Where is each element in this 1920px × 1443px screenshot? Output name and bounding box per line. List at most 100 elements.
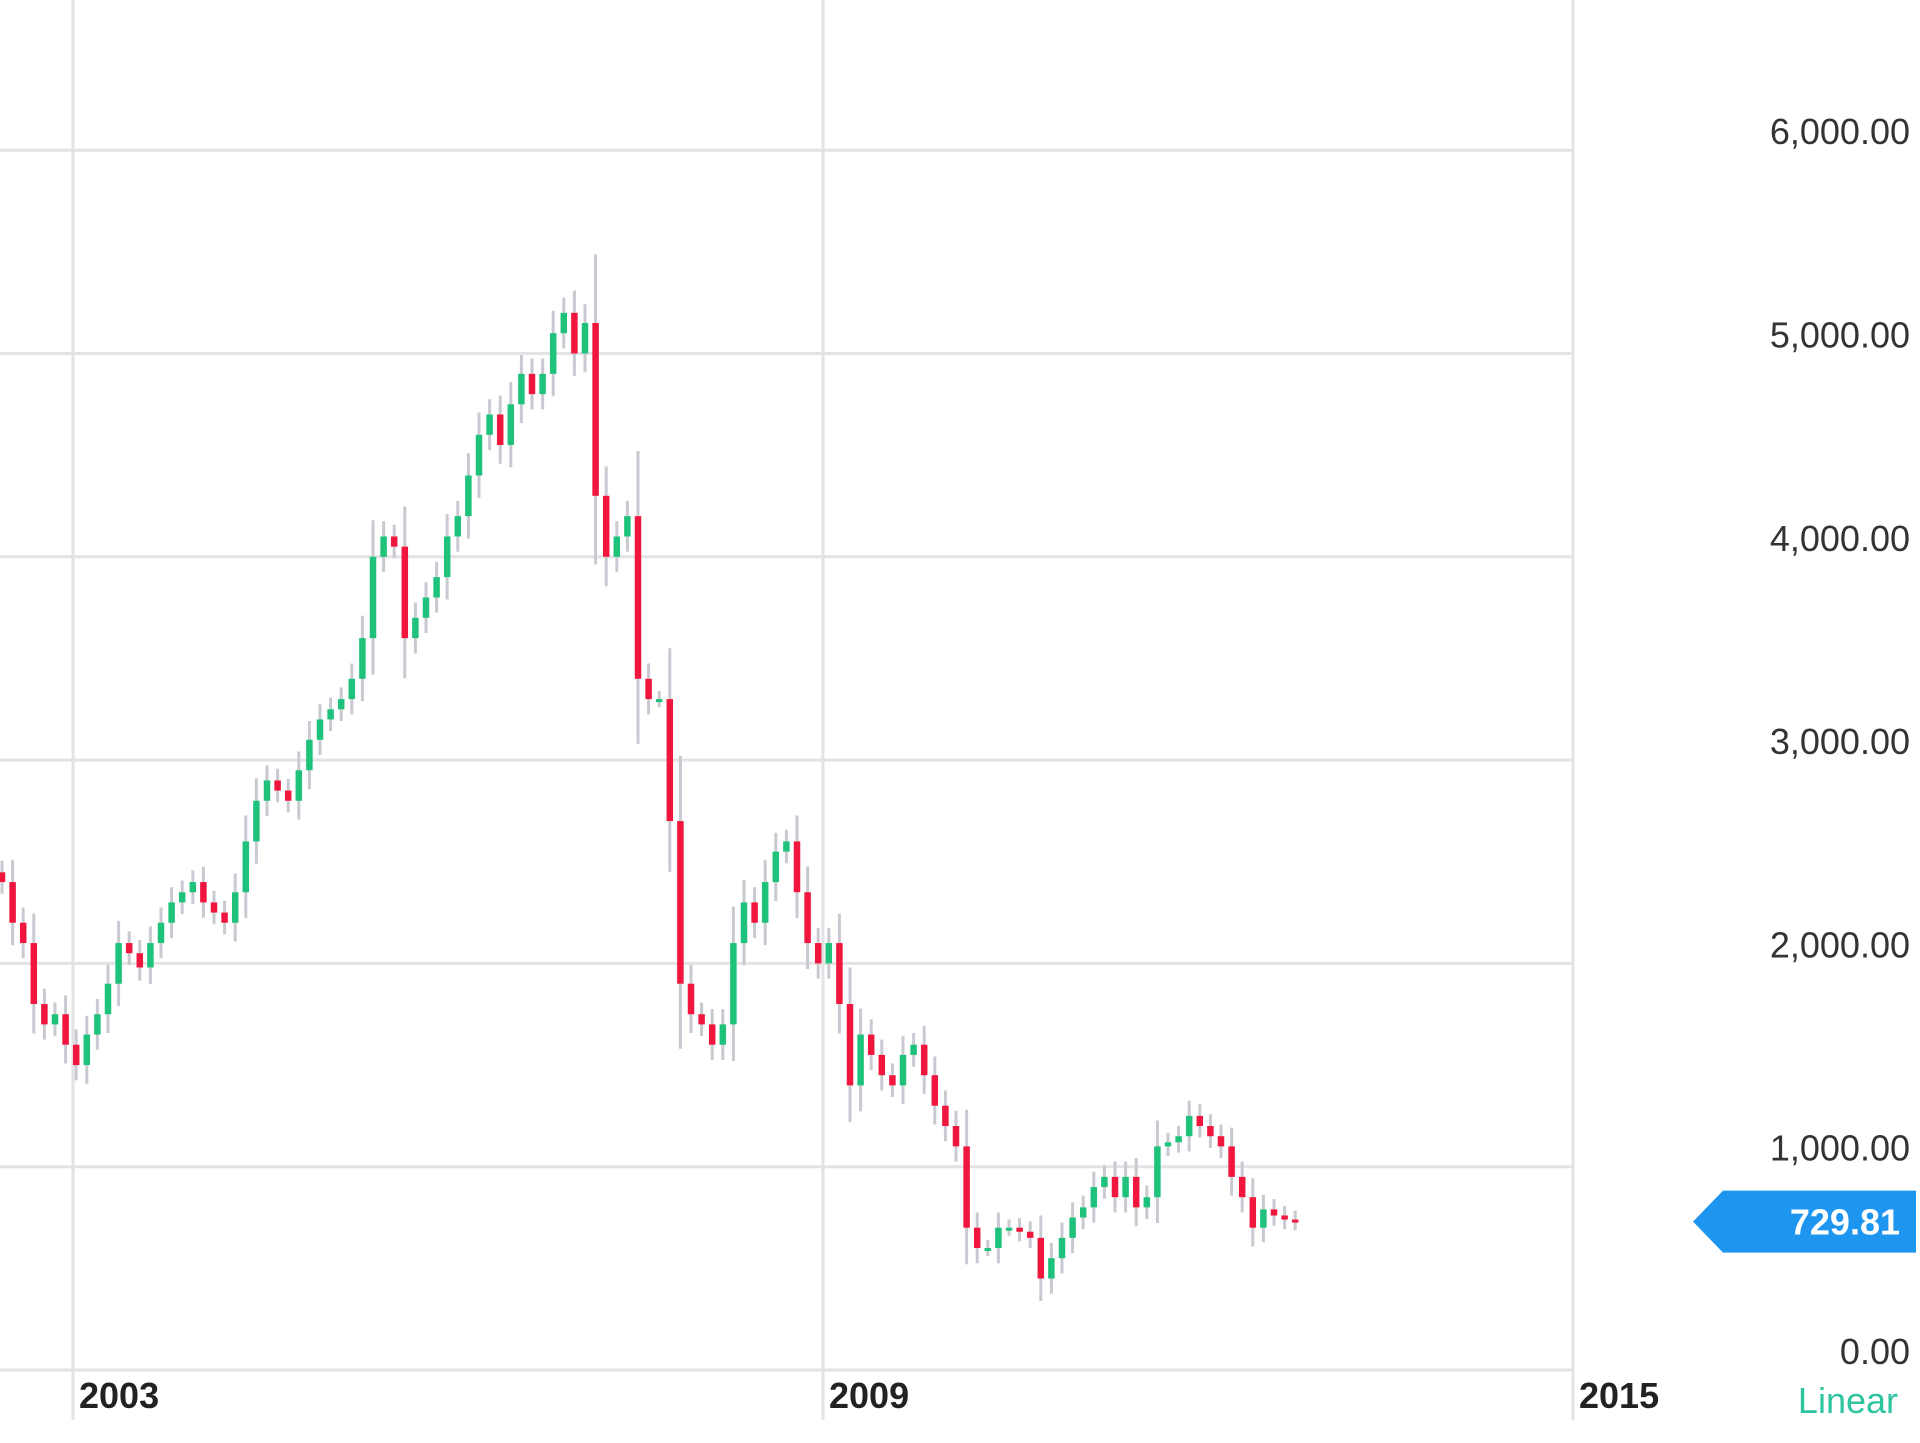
candle-body <box>973 1227 981 1249</box>
candle <box>1281 1205 1288 1230</box>
candle-body <box>984 1248 992 1252</box>
candle <box>995 1212 1002 1264</box>
candle <box>952 1110 960 1162</box>
candle-body <box>316 719 324 740</box>
candle <box>1217 1124 1225 1159</box>
candle-body <box>72 1044 80 1066</box>
candle-body <box>1207 1126 1214 1137</box>
candle-body <box>486 414 493 435</box>
candle-body <box>560 312 568 334</box>
scale-mode-toggle[interactable]: Linear <box>1798 1380 1898 1421</box>
candle-body <box>104 983 112 1015</box>
candle-body <box>274 780 281 791</box>
candle-body <box>1016 1227 1023 1232</box>
candle-body <box>433 577 440 598</box>
candle <box>1249 1178 1257 1247</box>
candle-body <box>942 1105 949 1127</box>
candle-body <box>284 790 292 801</box>
candle <box>1122 1161 1129 1213</box>
candle <box>390 524 398 559</box>
candle <box>814 927 822 979</box>
candle <box>369 520 377 675</box>
candle-body <box>30 943 38 1005</box>
candle-body <box>751 902 758 923</box>
candle-body <box>178 892 186 903</box>
candle-body <box>910 1044 917 1055</box>
candle <box>221 900 228 935</box>
candle <box>0 860 6 894</box>
candle <box>1291 1210 1299 1231</box>
candle <box>200 866 207 918</box>
candle <box>1048 1242 1055 1294</box>
candle <box>242 815 250 919</box>
candle <box>1164 1132 1172 1156</box>
candle-body <box>1101 1176 1108 1188</box>
candle-body <box>401 546 409 639</box>
candle-body <box>899 1054 907 1086</box>
candle-body <box>1238 1176 1246 1198</box>
candle <box>1207 1114 1214 1148</box>
candle-body <box>592 323 599 496</box>
candle-body <box>1154 1146 1161 1198</box>
candle <box>984 1239 992 1257</box>
candle-body <box>1260 1209 1267 1228</box>
candle <box>19 907 27 959</box>
candle-body <box>443 536 451 578</box>
candle-body <box>1185 1115 1193 1137</box>
candle <box>168 887 175 938</box>
candle <box>825 927 833 979</box>
candle-body <box>62 1014 69 1045</box>
candle-body <box>931 1075 939 1106</box>
candle-body <box>518 373 525 405</box>
candle-body <box>1164 1142 1172 1147</box>
candle-body <box>740 902 748 944</box>
candle-body <box>454 516 462 537</box>
candle-body <box>1217 1136 1225 1147</box>
candle-body <box>719 1024 727 1045</box>
candle-body <box>1037 1237 1045 1279</box>
candle <box>920 1025 928 1095</box>
y-tick-label: 6,000.00 <box>1770 111 1910 152</box>
candle <box>465 453 472 539</box>
candle-body <box>94 1014 101 1035</box>
candle-body <box>645 678 652 700</box>
candle-body <box>51 1014 59 1025</box>
candle <box>147 926 154 985</box>
candle-body <box>168 902 175 923</box>
candle <box>857 1008 864 1112</box>
candle-body <box>698 1014 705 1025</box>
candle-body <box>825 943 833 964</box>
candle <box>1058 1222 1066 1274</box>
candle <box>189 870 197 904</box>
candle <box>178 880 186 915</box>
candle <box>136 940 144 981</box>
candle <box>518 355 525 424</box>
candle <box>793 815 801 919</box>
candle-body <box>889 1075 896 1086</box>
candle <box>1154 1120 1161 1224</box>
candle-body <box>857 1034 864 1086</box>
candle <box>1101 1165 1108 1199</box>
candle-body <box>528 373 536 395</box>
x-tick-label: 2003 <box>79 1375 159 1416</box>
candle <box>528 358 536 410</box>
candle <box>634 451 642 744</box>
candle-body <box>327 709 334 720</box>
candle <box>30 913 38 1034</box>
candle <box>719 1009 727 1060</box>
candle <box>1132 1158 1140 1227</box>
candle <box>125 931 133 965</box>
candle-body <box>730 943 737 1025</box>
candle-body <box>952 1126 960 1147</box>
candle-body <box>41 1004 48 1025</box>
candle-body <box>613 536 621 557</box>
candle <box>1260 1194 1267 1243</box>
candle <box>836 913 843 1034</box>
candle-body <box>1111 1176 1119 1198</box>
candle-body <box>772 851 780 883</box>
candle <box>772 832 780 901</box>
candle-body <box>867 1034 875 1055</box>
candle-body <box>19 922 27 944</box>
candle-body <box>189 882 197 893</box>
